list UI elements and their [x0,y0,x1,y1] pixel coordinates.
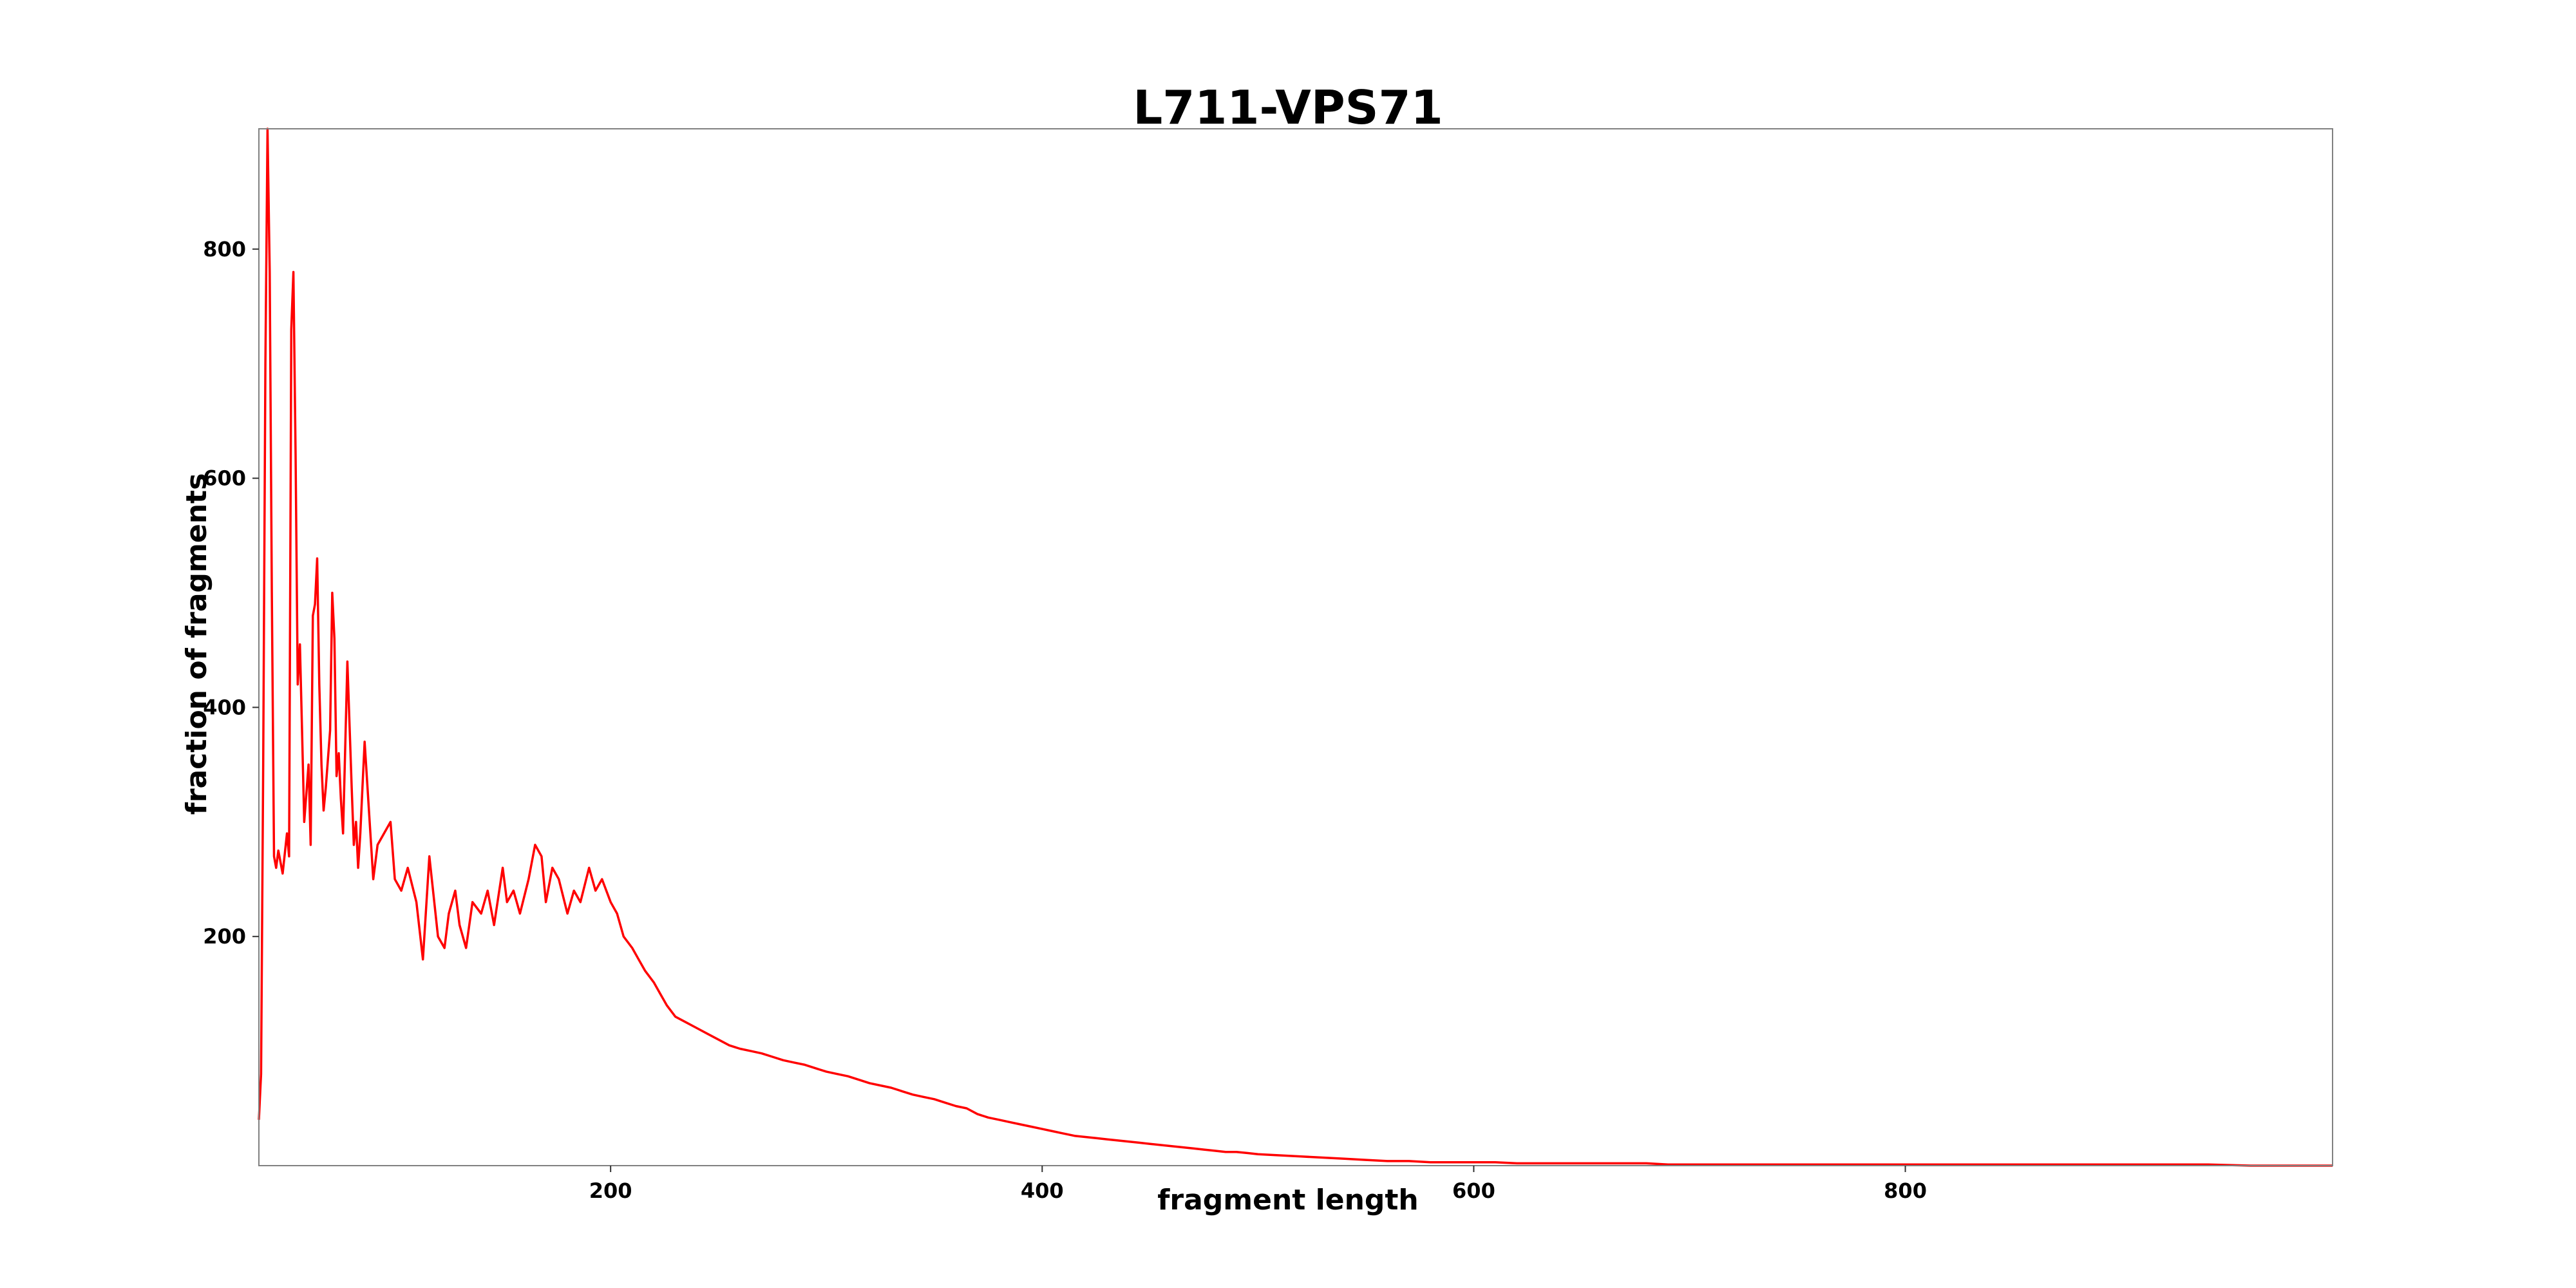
x-axis-ticks: 200 400 600 800 [589,1166,1927,1203]
x-tick-label: 400 [1021,1179,1064,1203]
y-tick-label: 400 [203,695,246,719]
x-tick-label: 200 [589,1179,632,1203]
plot-area [258,128,2333,1167]
y-tick-label: 200 [203,924,246,949]
fragment-distribution-line [258,128,2333,1167]
y-tick-label: 600 [203,466,246,491]
plot-frame [258,128,2333,1166]
y-tick-label: 800 [203,237,246,261]
y-axis-label: fraction of fragments [180,473,213,815]
x-tick-label: 800 [1884,1179,1927,1203]
y-axis-ticks: 200 400 600 800 [203,237,259,949]
x-tick-label: 600 [1452,1179,1495,1203]
x-axis-label: fragment length [1157,1184,1419,1217]
chart-title: L711-VPS71 [1133,80,1443,135]
